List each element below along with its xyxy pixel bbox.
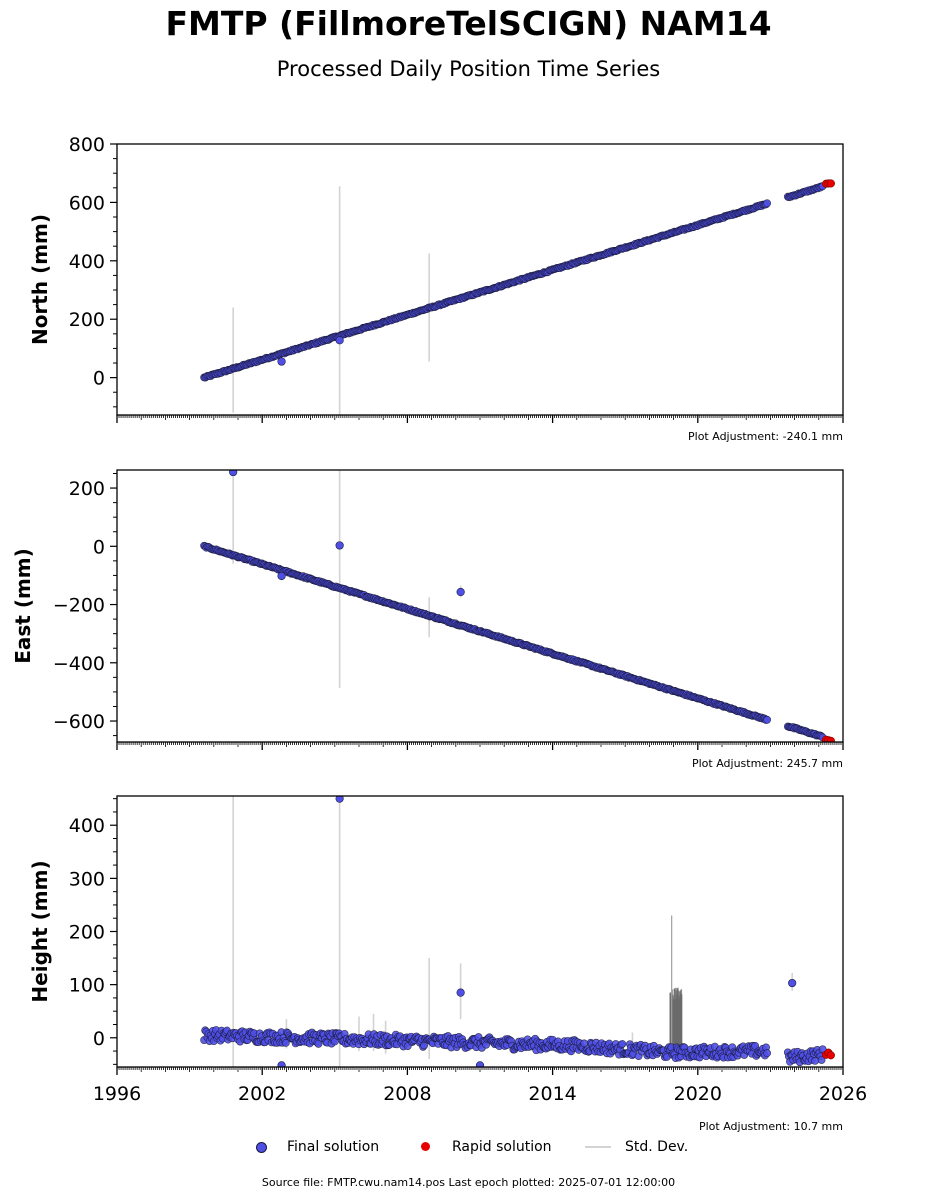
y-tick-label: 0 — [93, 368, 105, 390]
plot-adjustment-label: Plot Adjustment: 10.7 mm — [699, 1120, 843, 1133]
plot-area — [200, 179, 835, 415]
y-tick-label: 600 — [69, 192, 105, 214]
final-solution-outlier — [335, 796, 344, 803]
chart-title: FMTP (FillmoreTelSCIGN) NAM14 — [165, 4, 772, 43]
x-tick-label: 2026 — [819, 1083, 867, 1105]
panel-2: −600 −400 −200 0 200 East (mm) Plot Adjustment… — [11, 469, 844, 770]
x-tick-label: 2008 — [383, 1083, 431, 1105]
x-tick-label: 1996 — [93, 1083, 141, 1105]
final-solution-series — [200, 1026, 827, 1067]
y-tick-label: 0 — [93, 536, 105, 558]
std-dev-line-icon — [585, 1146, 611, 1148]
y-axis-label: North (mm) — [28, 214, 52, 345]
plot-adjustment-label: Plot Adjustment: -240.1 mm — [688, 430, 843, 443]
x-tick-label: 2014 — [528, 1083, 576, 1105]
final-solution-outlier — [788, 978, 797, 988]
y-tick-label: −400 — [53, 653, 105, 675]
final-solution-outlier — [475, 1061, 485, 1067]
plot-frame — [116, 795, 844, 1068]
final-solution-outlier — [277, 571, 286, 581]
y-tick-label: 200 — [69, 922, 105, 944]
y-tick-label: 0 — [93, 1028, 105, 1050]
y-tick-label: 800 — [69, 134, 105, 156]
y-tick-label: 400 — [69, 251, 105, 273]
y-tick-label: −600 — [53, 711, 105, 733]
legend-final-label: Final solution — [287, 1139, 380, 1155]
final-solution-point — [314, 1039, 323, 1048]
legend-std-label: Std. Dev. — [625, 1139, 689, 1155]
final-solution-series — [200, 182, 827, 382]
legend-rapid-label: Rapid solution — [452, 1139, 552, 1155]
final-solution-point — [763, 1049, 772, 1058]
final-solution-outlier — [335, 336, 344, 345]
panel-3: 0 100 200 300 400 1996 2002 2008 2014 2020 2026 Hei… — [28, 795, 867, 1133]
rapid-solution-point — [826, 1051, 835, 1060]
final-solution-outlier — [277, 357, 286, 366]
y-tick-label: 300 — [69, 868, 105, 890]
final-solution-point — [763, 715, 772, 724]
y-axis-label: Height (mm) — [28, 860, 52, 1002]
x-tick-label: 2002 — [238, 1083, 286, 1105]
plot-adjustment-label: Plot Adjustment: 245.7 mm — [692, 757, 843, 770]
y-tick-label: 100 — [69, 975, 105, 997]
final-solution-series — [200, 541, 827, 742]
y-tick-label: 200 — [69, 478, 105, 500]
final-solution-point — [281, 1039, 290, 1047]
y-axis-label: East (mm) — [11, 548, 35, 664]
chart-subtitle: Processed Daily Position Time Series — [276, 57, 661, 81]
x-tick-label: 2020 — [674, 1083, 722, 1105]
rapid-solution-point — [826, 736, 835, 742]
final-solution-point — [817, 1056, 826, 1064]
final-solution-point — [763, 199, 772, 208]
rapid-solution-marker-icon — [421, 1142, 430, 1151]
y-tick-label: 400 — [69, 815, 105, 837]
y-tick-label: −200 — [53, 595, 105, 617]
legend: Final solution Rapid solution Std. Dev. — [0, 1138, 937, 1158]
panel-1: 0 200 400 600 800 North (mm) Plot Adjustment: … — [28, 134, 844, 443]
plot-area — [200, 470, 835, 742]
final-solution-outlier — [456, 988, 465, 997]
plot-frame — [116, 469, 844, 743]
final-solution-point — [618, 1040, 627, 1048]
final-solution-marker-icon — [256, 1142, 267, 1153]
y-tick-label: 200 — [69, 309, 105, 331]
final-solution-outlier — [335, 541, 344, 550]
final-solution-outlier — [229, 470, 238, 477]
final-solution-outlier — [277, 1061, 286, 1067]
rapid-solution-point — [826, 179, 835, 188]
final-solution-outlier — [456, 587, 465, 597]
plot-area — [200, 796, 835, 1067]
source-footer: Source file: FMTP.cwu.nam14.pos Last epo… — [261, 1176, 676, 1189]
